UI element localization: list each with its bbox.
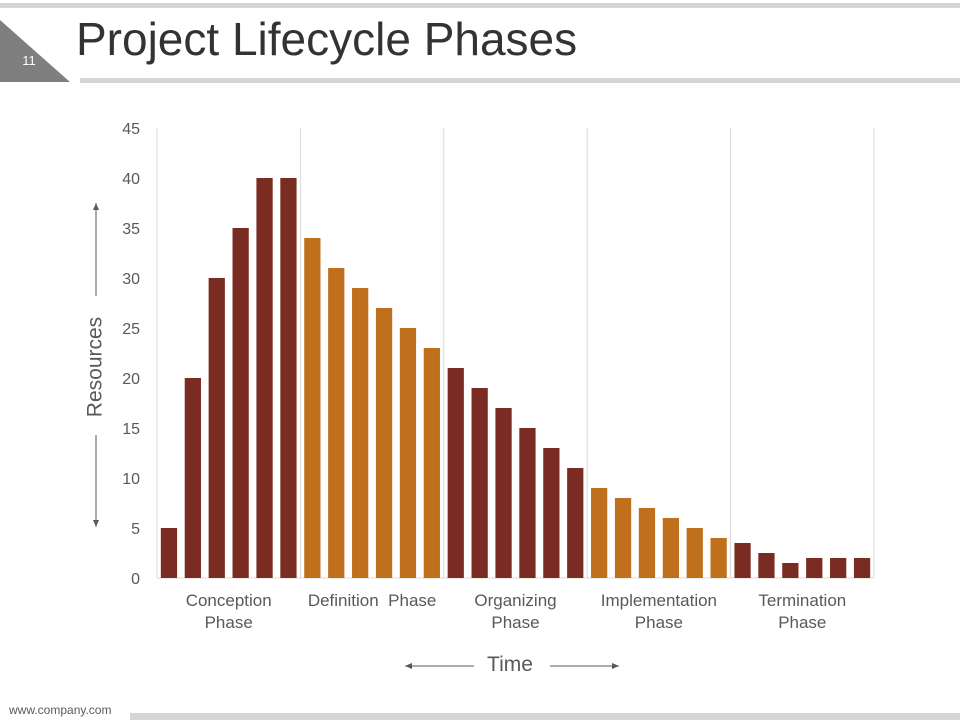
bar — [758, 553, 775, 578]
bar — [686, 528, 703, 578]
bar — [423, 348, 440, 578]
bar — [710, 538, 727, 578]
bar — [662, 518, 679, 578]
bar — [328, 268, 345, 578]
bar — [471, 388, 488, 578]
bar — [614, 498, 632, 578]
bar — [447, 368, 464, 578]
x-category-label: Organizing Phase — [474, 591, 556, 632]
x-axis-title: Time — [487, 653, 533, 676]
bar — [853, 558, 871, 578]
bar — [256, 178, 273, 578]
y-tick-label: 10 — [122, 471, 140, 488]
y-tick-label: 35 — [122, 221, 140, 238]
x-category-label: Termination Phase — [758, 591, 846, 632]
bar — [208, 278, 225, 578]
bar — [375, 308, 393, 578]
slide-number-tab — [0, 20, 70, 82]
y-tick-label: 40 — [122, 171, 140, 188]
bar — [830, 558, 847, 578]
bar — [160, 528, 178, 578]
y-tick-label: 5 — [131, 521, 140, 538]
bar — [567, 468, 584, 578]
footer-url: www.company.com — [9, 703, 112, 717]
bar — [280, 178, 297, 578]
title-underline — [80, 78, 960, 83]
bar — [495, 408, 512, 578]
bar — [806, 558, 823, 578]
y-tick-label: 0 — [131, 571, 140, 588]
bar — [591, 488, 608, 578]
bottom-border — [130, 713, 960, 720]
bar — [352, 288, 369, 578]
bar — [232, 228, 249, 578]
x-category-label: Definition Phase — [308, 591, 437, 610]
x-category-label: Implementation Phase — [601, 591, 717, 632]
page-title: Project Lifecycle Phases — [76, 13, 578, 65]
top-border — [0, 3, 960, 8]
x-category-label: Conception Phase — [186, 591, 272, 632]
slide-number: 11 — [22, 53, 36, 68]
bar — [304, 238, 321, 578]
y-tick-label: 15 — [122, 421, 140, 438]
y-tick-label: 20 — [122, 371, 140, 388]
y-axis-title: Resources — [84, 317, 107, 417]
y-tick-label: 25 — [122, 321, 140, 338]
bar — [519, 428, 536, 578]
bar — [399, 328, 417, 578]
y-tick-label: 30 — [122, 271, 140, 288]
bar — [734, 543, 751, 578]
bar — [638, 508, 656, 578]
bar — [543, 448, 560, 578]
y-tick-label: 45 — [122, 121, 140, 138]
bar — [782, 563, 799, 578]
bar — [184, 378, 201, 578]
